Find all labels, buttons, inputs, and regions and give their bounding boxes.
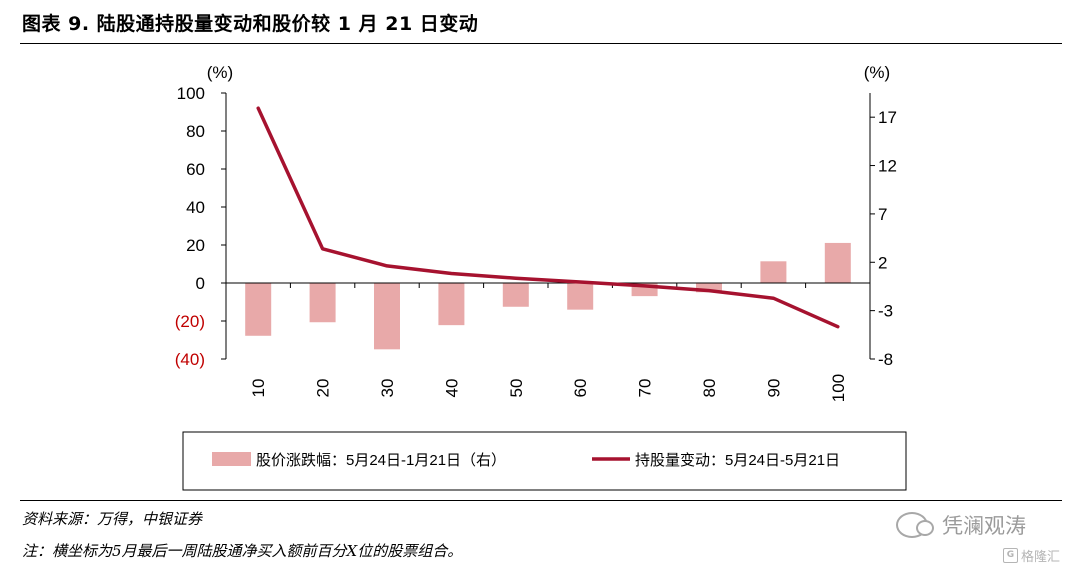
watermark: 凭澜观涛	[896, 510, 1026, 540]
gelonghui-logo-icon: G	[1003, 548, 1018, 563]
legend-label-bar: 股价涨跌幅：5月24日-1月21日（右）	[256, 452, 506, 469]
left-axis-unit: (%)	[207, 63, 233, 82]
left-axis-tick-label: (40)	[175, 350, 205, 369]
left-axis-tick-label: 40	[186, 198, 205, 217]
wechat-icon	[896, 512, 934, 538]
left-axis-tick-label: 60	[186, 160, 205, 179]
bar	[567, 283, 594, 310]
x-axis-tick-label: 40	[442, 379, 461, 398]
bar	[309, 283, 336, 323]
legend-label-line: 持股量变动：5月24日-5月21日	[635, 452, 840, 469]
right-axis-tick-label: 17	[878, 108, 897, 127]
watermark-2: G 格隆汇	[1003, 546, 1060, 565]
bars-layer	[245, 242, 851, 350]
watermark-text: 凭澜观涛	[942, 514, 1026, 538]
right-axis-tick-label: -8	[878, 350, 893, 369]
title-divider	[20, 43, 1062, 44]
right-axis-tick-label: 7	[878, 205, 887, 224]
left-axis-tick-label: 100	[177, 84, 205, 103]
bar	[696, 283, 722, 293]
x-axis-tick-label: 50	[507, 379, 526, 398]
x-axis-tick-label: 100	[829, 374, 848, 402]
legend-box	[182, 431, 907, 491]
source-note: 资料来源：万得，中银证券	[22, 510, 203, 528]
x-axis-tick-label: 10	[249, 379, 268, 398]
left-axis-tick-label: 20	[186, 236, 205, 255]
bar	[502, 283, 529, 307]
footnote: 注：横坐标为5月最后一周陆股通净买入额前百分X位的股票组合。	[22, 542, 463, 560]
x-axis-tick-label: 70	[636, 379, 655, 398]
figure-title: 图表 9. 陆股通持股量变动和股价较 1 月 21 日变动	[22, 13, 479, 35]
legend: 股价涨跌幅：5月24日-1月21日（右） 持股量变动：5月24日-5月21日	[182, 431, 907, 491]
legend-swatch-bar	[212, 452, 251, 466]
bar	[374, 283, 400, 350]
right-axis-tick-label: 12	[878, 157, 897, 176]
bar	[824, 242, 851, 283]
right-axis-tick-label: -3	[878, 302, 893, 321]
x-axis-tick-label: 90	[764, 379, 783, 398]
left-axis-tick-label: 80	[186, 122, 205, 141]
axes-layer: 100 80 60 40 20 0 (20) (40) 17 12 7 2 -3 -8 10 20 30 40 50…	[175, 84, 897, 402]
x-axis-tick-label: 30	[378, 379, 397, 398]
holding-change-line	[256, 106, 840, 329]
line-layer	[256, 106, 840, 329]
left-axis-tick-label: 0	[196, 274, 205, 293]
x-axis-tick-label: 80	[700, 379, 719, 398]
right-axis-tick-label: 2	[878, 253, 887, 272]
bar	[760, 261, 787, 283]
left-axis-tick-label: (20)	[175, 312, 205, 331]
right-axis-unit: (%)	[864, 63, 890, 82]
footer-divider	[20, 500, 1062, 501]
bar	[438, 283, 465, 326]
chart: 100 80 60 40 20 0 (20) (40) 17 12 7 2 -3 -8 10 20 30 40 50…	[175, 63, 907, 491]
x-axis-tick-label: 20	[314, 379, 333, 398]
x-axis-tick-label: 60	[571, 379, 590, 398]
bar	[245, 283, 272, 336]
watermark-2-text: 格隆汇	[1021, 550, 1061, 565]
